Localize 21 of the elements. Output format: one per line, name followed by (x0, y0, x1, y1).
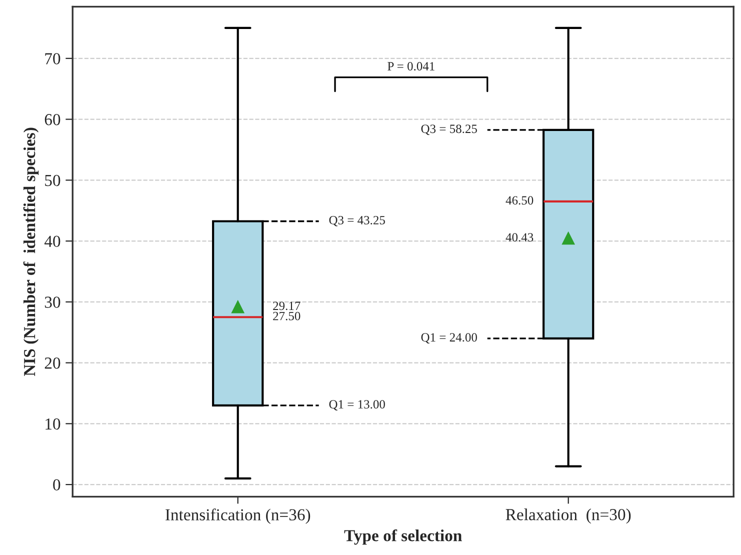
x-tick-label: Relaxation (n=30) (506, 508, 631, 524)
y-tick-label: 70 (45, 53, 60, 64)
annotation: 46.50 (506, 196, 534, 205)
annotation: Q1 = 24.00 (421, 333, 477, 344)
y-tick-label: 50 (45, 174, 60, 186)
annotation: 29.17 (273, 302, 300, 310)
y-tick-label: 30 (44, 296, 60, 308)
annotation: P = 0.041 (388, 62, 434, 71)
y-tick-label: 0 (53, 479, 60, 490)
annotation: 27.50 (273, 312, 300, 320)
annotation: Q3 = 43.25 (329, 216, 385, 226)
y-tick-label: 60 (44, 114, 60, 126)
x-tick-label: Intensification (n=36) (166, 508, 310, 524)
y-axis-title: NIS (Number of identified species) (23, 128, 39, 376)
x-axis-title: Type of selection (344, 529, 462, 545)
y-tick-label: 20 (44, 357, 60, 369)
y-tick-label: 40 (44, 236, 60, 247)
y-tick-label: 10 (46, 418, 60, 430)
annotation: 40.43 (506, 233, 534, 242)
annotation: Q3 = 58.25 (421, 124, 477, 135)
annotation: Q1 = 13.00 (329, 400, 385, 410)
